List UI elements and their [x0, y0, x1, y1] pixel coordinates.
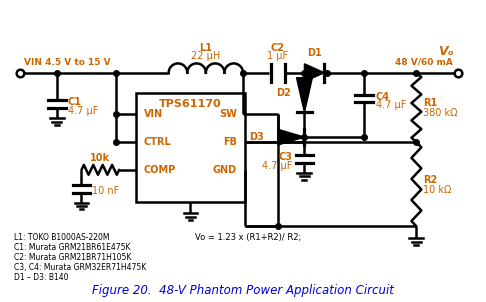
Text: SW: SW: [219, 109, 237, 119]
Text: L1: L1: [199, 43, 212, 53]
Text: FB: FB: [223, 137, 237, 147]
Text: C2: Murata GRM21BR71H105K: C2: Murata GRM21BR71H105K: [14, 253, 132, 262]
Text: 4.7 μF: 4.7 μF: [376, 101, 406, 111]
Text: GND: GND: [213, 165, 237, 175]
Text: L1: TOKO B1000AS-220M: L1: TOKO B1000AS-220M: [14, 233, 110, 242]
Text: VIN 4.5 V to 15 V: VIN 4.5 V to 15 V: [24, 58, 111, 67]
Text: 380 kΩ: 380 kΩ: [423, 108, 458, 118]
Text: C3: C3: [278, 152, 293, 162]
Text: 22 μH: 22 μH: [191, 51, 221, 61]
Text: 4.7 μF: 4.7 μF: [262, 161, 293, 171]
Polygon shape: [304, 64, 324, 82]
Text: Figure 20.  48-V Phantom Power Application Circuit: Figure 20. 48-V Phantom Power Applicatio…: [92, 284, 394, 297]
Text: 10 nF: 10 nF: [92, 186, 120, 196]
Text: D2: D2: [276, 88, 291, 98]
Text: D1: D1: [307, 48, 322, 58]
Text: TPS61170: TPS61170: [159, 99, 222, 109]
Text: COMP: COMP: [144, 165, 176, 175]
Text: D1 – D3: B140: D1 – D3: B140: [14, 273, 69, 282]
Text: C2: C2: [271, 43, 285, 53]
Text: 4.7 μF: 4.7 μF: [68, 106, 98, 116]
Text: Vₒ: Vₒ: [438, 45, 454, 58]
Text: C4: C4: [376, 92, 390, 101]
Text: C1: Murata GRM21BR61E475K: C1: Murata GRM21BR61E475K: [14, 243, 131, 252]
Text: 48 V/60 mA: 48 V/60 mA: [395, 58, 453, 67]
Text: R2: R2: [423, 175, 437, 185]
Text: CTRL: CTRL: [144, 137, 172, 147]
Text: 10k: 10k: [90, 153, 110, 163]
Text: Vo = 1.23 x (R1+R2)/ R2;: Vo = 1.23 x (R1+R2)/ R2;: [195, 233, 302, 242]
Text: C1: C1: [68, 98, 82, 108]
Text: 10 kΩ: 10 kΩ: [423, 185, 451, 195]
Bar: [136, 92, 245, 201]
Text: D3: D3: [249, 132, 264, 142]
Text: 1 μF: 1 μF: [267, 51, 288, 61]
Text: C3, C4: Murata GRM32ER71H475K: C3, C4: Murata GRM32ER71H475K: [14, 263, 146, 272]
Polygon shape: [278, 129, 304, 145]
Text: VIN: VIN: [144, 109, 163, 119]
Text: R1: R1: [423, 98, 437, 108]
Polygon shape: [296, 78, 312, 112]
